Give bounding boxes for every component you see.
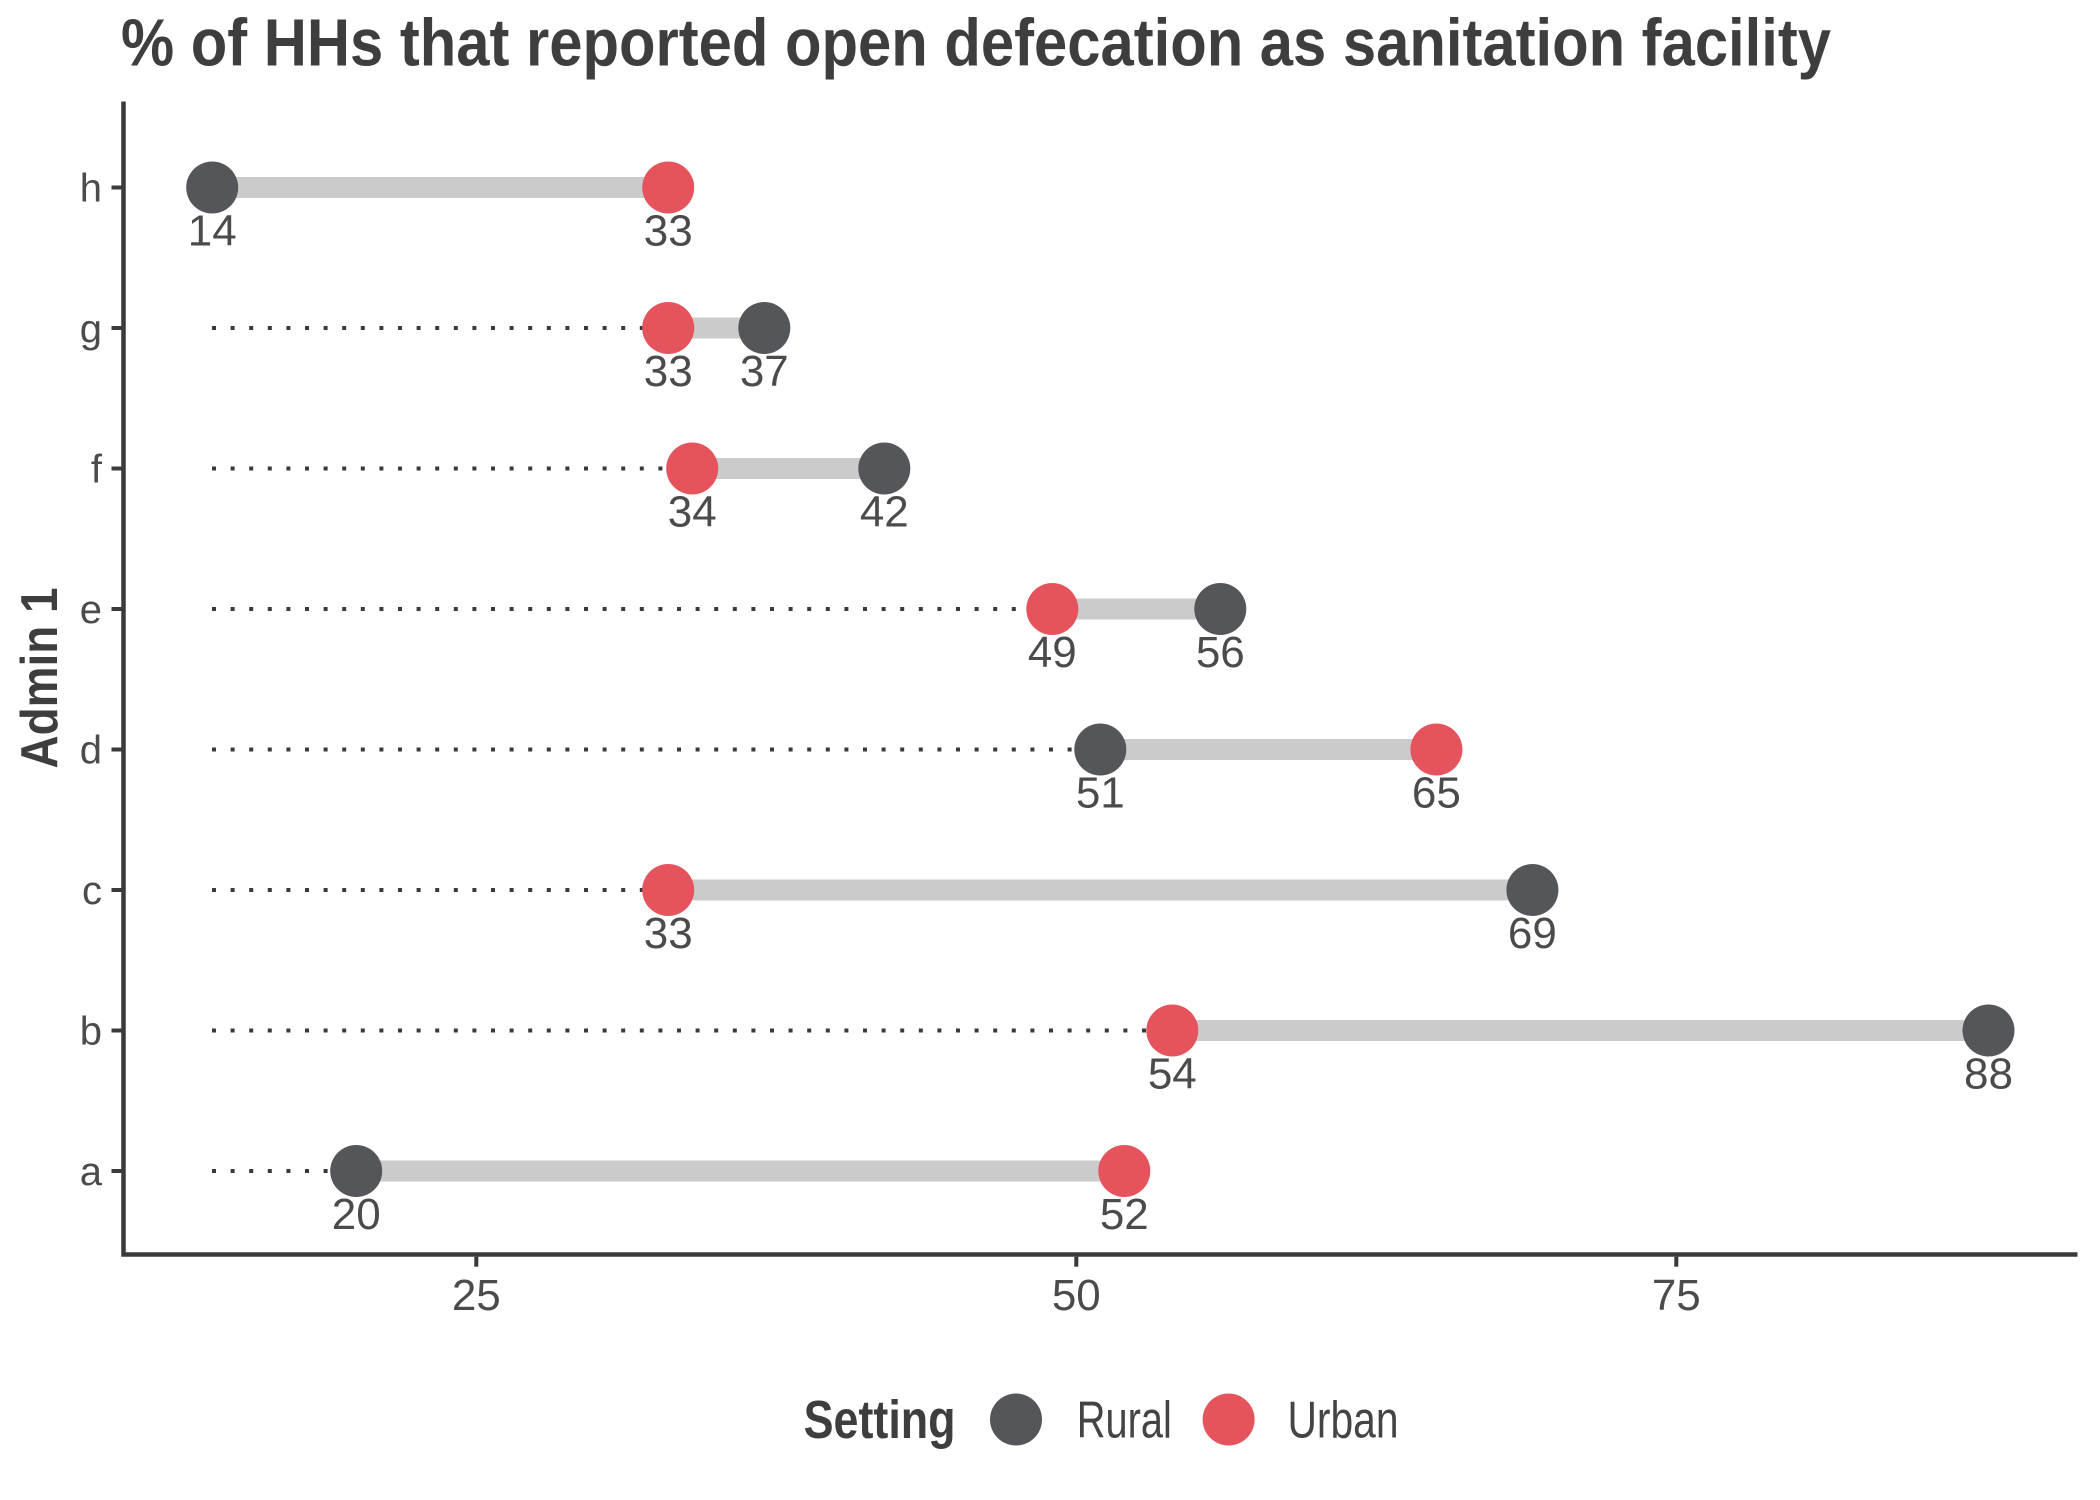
- svg-text:h: h: [80, 167, 102, 211]
- svg-text:b: b: [80, 1010, 102, 1054]
- svg-text:34: 34: [668, 488, 717, 537]
- svg-text:33: 33: [644, 909, 693, 958]
- svg-text:Admin 1: Admin 1: [11, 588, 69, 769]
- svg-text:51: 51: [1076, 769, 1125, 818]
- svg-text:Setting: Setting: [804, 1390, 956, 1450]
- svg-text:33: 33: [644, 347, 693, 396]
- svg-text:Urban: Urban: [1288, 1392, 1399, 1450]
- svg-text:54: 54: [1148, 1050, 1197, 1099]
- svg-text:50: 50: [1052, 1271, 1101, 1320]
- svg-text:a: a: [80, 1150, 103, 1194]
- svg-text:14: 14: [188, 207, 237, 256]
- svg-text:f: f: [91, 448, 103, 492]
- svg-text:52: 52: [1100, 1190, 1149, 1239]
- svg-text:% of HHs that reported open de: % of HHs that reported open defecation a…: [121, 6, 1831, 81]
- svg-text:65: 65: [1412, 769, 1461, 818]
- svg-text:20: 20: [332, 1190, 381, 1239]
- svg-text:37: 37: [740, 347, 789, 396]
- svg-text:49: 49: [1028, 628, 1077, 677]
- svg-text:g: g: [80, 307, 102, 351]
- svg-text:c: c: [82, 869, 102, 913]
- svg-text:25: 25: [452, 1271, 501, 1320]
- svg-text:Rural: Rural: [1077, 1392, 1172, 1450]
- svg-text:33: 33: [644, 207, 693, 256]
- svg-text:69: 69: [1508, 909, 1557, 958]
- svg-text:88: 88: [1964, 1050, 2013, 1099]
- svg-text:42: 42: [860, 488, 909, 537]
- svg-text:75: 75: [1652, 1271, 1701, 1320]
- svg-text:e: e: [80, 588, 102, 632]
- svg-text:d: d: [80, 729, 102, 773]
- svg-text:56: 56: [1196, 628, 1245, 677]
